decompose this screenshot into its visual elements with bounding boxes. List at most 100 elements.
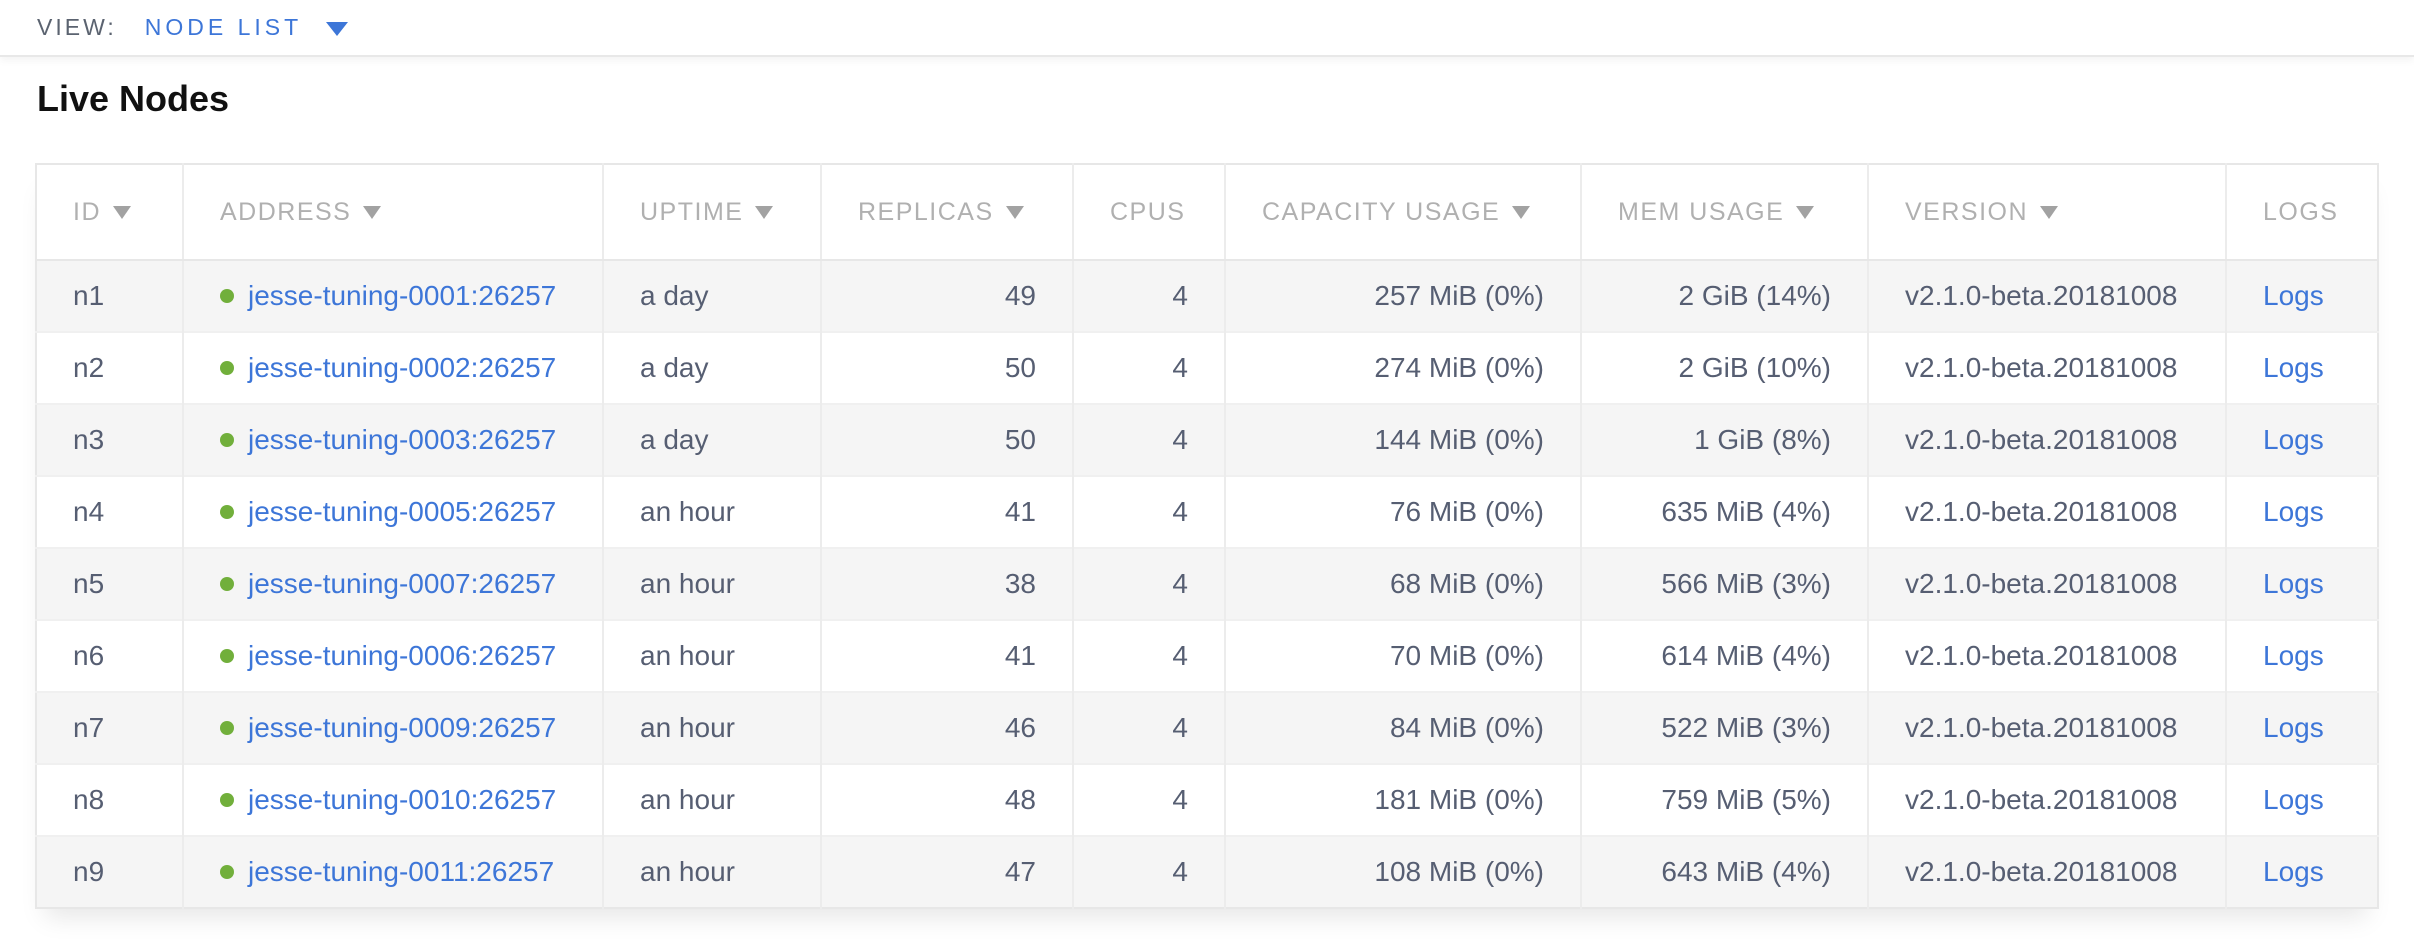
logs-link[interactable]: Logs [2263, 712, 2324, 743]
cell-capacity: 274 MiB (0%) [1225, 331, 1582, 404]
column-header-uptime[interactable]: UPTIME [603, 164, 822, 261]
sort-caret-icon [2040, 205, 2059, 219]
address-link[interactable]: jesse-tuning-0009:26257 [248, 712, 557, 743]
address-link[interactable]: jesse-tuning-0007:26257 [248, 568, 557, 599]
view-bar: VIEW: NODE LIST [0, 0, 2414, 57]
cell-mem: 566 MiB (3%) [1581, 547, 1869, 620]
node-status-dot [220, 505, 234, 519]
cell-logs: Logs [2226, 619, 2378, 692]
cell-mem: 522 MiB (3%) [1581, 691, 1869, 764]
cell-logs: Logs [2226, 475, 2378, 548]
cell-address: jesse-tuning-0003:26257 [183, 403, 604, 476]
cell-id: n4 [36, 475, 184, 548]
cell-mem: 614 MiB (4%) [1581, 619, 1869, 692]
cell-capacity: 84 MiB (0%) [1225, 691, 1582, 764]
live-nodes-table: ID ADDRESS UPTIME REPLICAS CPUS CAPACITY USAG… [35, 163, 2379, 909]
cell-version: v2.1.0-beta.20181008 [1868, 475, 2227, 548]
page-title: Live Nodes [37, 78, 230, 119]
sort-caret-icon [1512, 205, 1531, 219]
cell-address: jesse-tuning-0001:26257 [183, 260, 604, 332]
cell-version: v2.1.0-beta.20181008 [1868, 691, 2227, 764]
cell-cpus: 4 [1073, 260, 1226, 332]
table-row: n8 jesse-tuning-0010:26257 an hour 48 4 181 M… [36, 763, 2378, 836]
cell-version: v2.1.0-beta.20181008 [1868, 547, 2227, 620]
node-status-dot [220, 721, 234, 735]
cell-uptime: an hour [603, 475, 822, 548]
address-link[interactable]: jesse-tuning-0010:26257 [248, 784, 557, 815]
cell-address: jesse-tuning-0006:26257 [183, 619, 604, 692]
sort-caret-icon [363, 205, 382, 219]
address-link[interactable]: jesse-tuning-0003:26257 [248, 424, 557, 455]
column-header-cpus: CPUS [1073, 164, 1226, 261]
cell-cpus: 4 [1073, 547, 1226, 620]
table-row: n7 jesse-tuning-0009:26257 an hour 46 4 84 Mi… [36, 691, 2378, 764]
logs-link[interactable]: Logs [2263, 856, 2324, 887]
node-status-dot [220, 793, 234, 807]
table-header-row: ID ADDRESS UPTIME REPLICAS CPUS CAPACITY USAG… [36, 164, 2378, 261]
cell-logs: Logs [2226, 691, 2378, 764]
cell-uptime: an hour [603, 691, 822, 764]
column-header-id[interactable]: ID [36, 164, 184, 261]
sort-caret-icon [1005, 205, 1024, 219]
logs-link[interactable]: Logs [2263, 424, 2324, 455]
column-header-capacity[interactable]: CAPACITY USAGE [1225, 164, 1582, 261]
cell-address: jesse-tuning-0005:26257 [183, 475, 604, 548]
column-header-replicas[interactable]: REPLICAS [821, 164, 1074, 261]
cell-replicas: 41 [821, 619, 1074, 692]
node-status-dot [220, 865, 234, 879]
address-link[interactable]: jesse-tuning-0001:26257 [248, 280, 557, 311]
cell-capacity: 70 MiB (0%) [1225, 619, 1582, 692]
cell-address: jesse-tuning-0010:26257 [183, 763, 604, 836]
address-link[interactable]: jesse-tuning-0002:26257 [248, 352, 557, 383]
cell-cpus: 4 [1073, 763, 1226, 836]
cell-logs: Logs [2226, 260, 2378, 332]
logs-link[interactable]: Logs [2263, 280, 2324, 311]
logs-link[interactable]: Logs [2263, 496, 2324, 527]
cell-capacity: 181 MiB (0%) [1225, 763, 1582, 836]
cell-logs: Logs [2226, 331, 2378, 404]
cell-mem: 2 GiB (14%) [1581, 260, 1869, 332]
logs-link[interactable]: Logs [2263, 640, 2324, 671]
cell-uptime: an hour [603, 763, 822, 836]
cell-capacity: 144 MiB (0%) [1225, 403, 1582, 476]
logs-link[interactable]: Logs [2263, 784, 2324, 815]
cell-cpus: 4 [1073, 403, 1226, 476]
cell-version: v2.1.0-beta.20181008 [1868, 260, 2227, 332]
cell-mem: 2 GiB (10%) [1581, 331, 1869, 404]
cell-id: n9 [36, 835, 184, 908]
cell-replicas: 46 [821, 691, 1074, 764]
table-row: n5 jesse-tuning-0007:26257 an hour 38 4 68 Mi… [36, 547, 2378, 620]
cell-mem: 635 MiB (4%) [1581, 475, 1869, 548]
cell-logs: Logs [2226, 835, 2378, 908]
cell-replicas: 49 [821, 260, 1074, 332]
cell-uptime: an hour [603, 619, 822, 692]
cell-version: v2.1.0-beta.20181008 [1868, 763, 2227, 836]
address-link[interactable]: jesse-tuning-0006:26257 [248, 640, 557, 671]
table-row: n3 jesse-tuning-0003:26257 a day 50 4 144 MiB… [36, 403, 2378, 476]
logs-link[interactable]: Logs [2263, 568, 2324, 599]
logs-link[interactable]: Logs [2263, 352, 2324, 383]
cell-version: v2.1.0-beta.20181008 [1868, 331, 2227, 404]
column-header-address[interactable]: ADDRESS [183, 164, 604, 261]
column-header-version[interactable]: VERSION [1868, 164, 2227, 261]
cell-logs: Logs [2226, 403, 2378, 476]
cell-version: v2.1.0-beta.20181008 [1868, 835, 2227, 908]
sort-caret-icon [113, 205, 131, 219]
address-link[interactable]: jesse-tuning-0005:26257 [248, 496, 557, 527]
cell-uptime: a day [603, 403, 822, 476]
cell-id: n3 [36, 403, 184, 476]
cell-logs: Logs [2226, 547, 2378, 620]
cell-mem: 643 MiB (4%) [1581, 835, 1869, 908]
cell-uptime: an hour [603, 835, 822, 908]
live-nodes-table-container: ID ADDRESS UPTIME REPLICAS CPUS CAPACITY USAG… [35, 163, 2379, 909]
table-head: ID ADDRESS UPTIME REPLICAS CPUS CAPACITY USAG… [36, 164, 2378, 261]
cell-address: jesse-tuning-0009:26257 [183, 691, 604, 764]
node-status-dot [220, 433, 234, 447]
cell-mem: 1 GiB (8%) [1581, 403, 1869, 476]
view-dropdown[interactable]: NODE LIST [145, 14, 349, 41]
cell-capacity: 76 MiB (0%) [1225, 475, 1582, 548]
column-header-mem[interactable]: MEM USAGE [1581, 164, 1869, 261]
table-row: n4 jesse-tuning-0005:26257 an hour 41 4 76 Mi… [36, 475, 2378, 548]
cell-address: jesse-tuning-0011:26257 [183, 835, 604, 908]
address-link[interactable]: jesse-tuning-0011:26257 [248, 856, 555, 887]
